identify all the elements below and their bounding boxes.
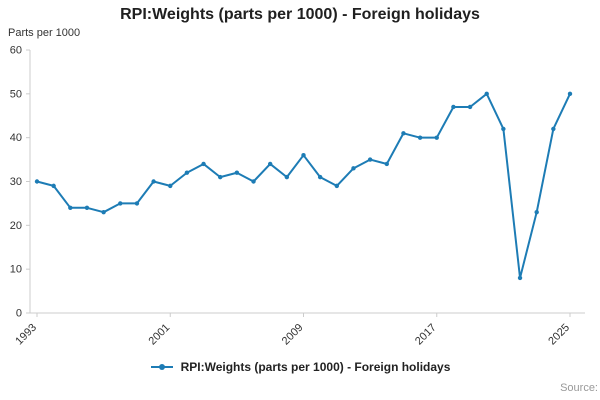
data-point-marker xyxy=(218,174,223,180)
x-tick-label: 2017 xyxy=(413,322,439,348)
data-point-marker xyxy=(168,183,173,189)
y-axis-title: Parts per 1000 xyxy=(8,27,81,39)
data-point-marker xyxy=(484,91,489,97)
data-point-marker xyxy=(68,205,73,210)
data-point-marker xyxy=(317,174,323,180)
data-point-marker xyxy=(501,126,506,132)
data-point-marker xyxy=(101,209,106,215)
data-point-marker xyxy=(551,126,556,132)
data-point-marker xyxy=(467,104,473,110)
data-point-marker xyxy=(567,91,573,97)
y-tick-label: 50 xyxy=(10,88,22,100)
x-tick-label: 2001 xyxy=(147,322,173,348)
chart-title: RPI:Weights (parts per 1000) - Foreign h… xyxy=(120,6,480,23)
data-point-marker xyxy=(534,209,539,215)
data-point-marker xyxy=(417,135,423,140)
legend[interactable]: RPI:Weights (parts per 1000) - Foreign h… xyxy=(0,360,600,374)
data-point-marker xyxy=(134,201,140,206)
source-label: Source: xyxy=(560,382,598,394)
x-tick-label: 2009 xyxy=(280,322,306,348)
data-point-marker xyxy=(118,201,123,206)
y-tick-label: 30 xyxy=(10,176,22,188)
data-point-marker xyxy=(201,161,206,167)
data-point-marker xyxy=(84,205,90,210)
x-tick-label: 1993 xyxy=(13,322,39,348)
data-point-marker xyxy=(267,161,273,167)
data-point-marker xyxy=(34,179,40,184)
y-tick-label: 40 xyxy=(10,132,22,144)
y-tick-label: 10 xyxy=(10,264,22,276)
data-point-marker xyxy=(351,166,356,171)
y-tick-label: 60 xyxy=(10,45,22,57)
x-tick-label: 2025 xyxy=(546,322,572,348)
legend-line-marker-icon xyxy=(150,364,173,370)
data-point-marker xyxy=(384,161,389,167)
data-point-marker xyxy=(234,170,240,175)
data-point-marker xyxy=(367,157,373,162)
data-point-marker xyxy=(151,179,156,184)
line-chart: 0 10 20 30 40 50 60 1993 2001 2009 2017 2025 xyxy=(10,45,585,348)
data-point-marker xyxy=(284,174,290,180)
y-tick-label: 0 xyxy=(16,308,22,320)
data-point-marker xyxy=(251,179,256,184)
y-tick-label: 20 xyxy=(10,220,22,232)
data-point-marker xyxy=(184,170,190,175)
legend-label: RPI:Weights (parts per 1000) - Foreign h… xyxy=(180,360,451,374)
data-point-marker xyxy=(334,183,340,189)
data-point-marker xyxy=(401,131,406,136)
data-point-marker xyxy=(51,183,56,189)
data-point-marker xyxy=(451,104,456,110)
data-point-marker xyxy=(517,275,523,281)
data-point-marker xyxy=(301,153,306,158)
data-point-marker xyxy=(434,135,439,140)
data-line xyxy=(36,92,571,279)
